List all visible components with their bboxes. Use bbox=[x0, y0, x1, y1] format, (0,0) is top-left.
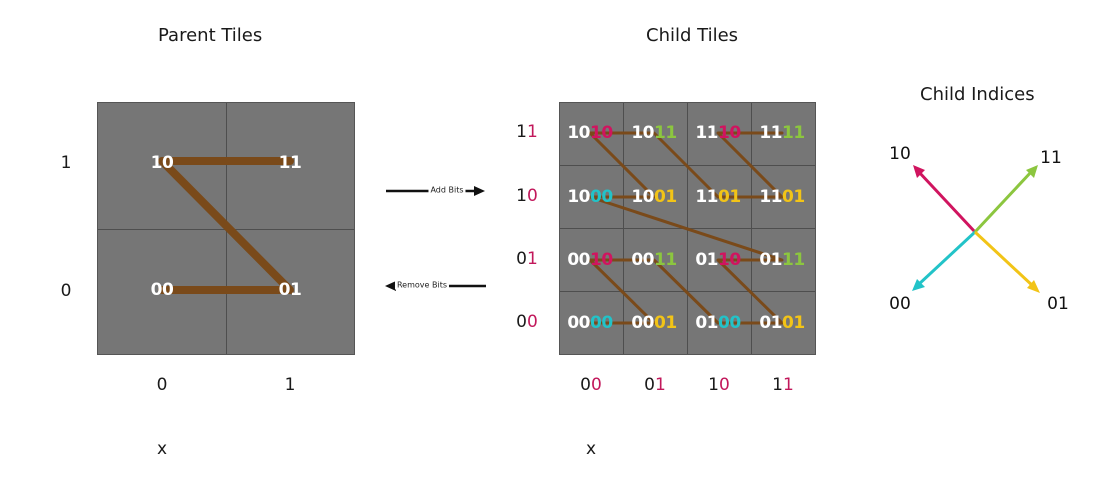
child-code-prefix: 11 bbox=[759, 123, 782, 143]
child-code-suffix: 11 bbox=[782, 250, 805, 270]
parent-code-00: 00 bbox=[150, 280, 174, 300]
child-code-r2-c0: 0010 bbox=[567, 250, 613, 270]
child-row-label-0: 11 bbox=[516, 122, 538, 142]
child-code-suffix: 00 bbox=[718, 313, 741, 333]
parent-row-label-1: 1 bbox=[60, 153, 72, 173]
child-code-r2-c3: 0111 bbox=[759, 250, 805, 270]
child-x-label: x bbox=[585, 439, 597, 459]
axis-label-first-bit: 0 bbox=[516, 312, 527, 332]
parent-tile-grid bbox=[97, 102, 355, 355]
child-code-suffix: 01 bbox=[718, 187, 741, 207]
axis-label-second-bit: 1 bbox=[783, 375, 794, 395]
parent-tiles-title: Parent Tiles bbox=[158, 25, 263, 46]
child-code-suffix: 11 bbox=[782, 123, 805, 143]
axis-label-first-bit: 1 bbox=[516, 122, 527, 142]
axis-label-second-bit: 1 bbox=[527, 249, 538, 269]
child-code-prefix: 10 bbox=[567, 187, 590, 207]
child-col-label-2: 10 bbox=[708, 375, 730, 395]
child-code-suffix: 10 bbox=[590, 250, 613, 270]
index-label-10: 10 bbox=[889, 144, 911, 164]
parent-row-label-0: 0 bbox=[60, 281, 72, 301]
axis-label-second-bit: 0 bbox=[527, 312, 538, 332]
child-code-prefix: 01 bbox=[759, 313, 782, 333]
child-code-prefix: 11 bbox=[695, 123, 718, 143]
child-code-r3-c2: 0100 bbox=[695, 313, 741, 333]
axis-label-first-bit: 1 bbox=[516, 186, 527, 206]
axis-label-first-bit: 0 bbox=[644, 375, 655, 395]
child-code-prefix: 10 bbox=[567, 123, 590, 143]
child-code-r0-c0: 1010 bbox=[567, 123, 613, 143]
child-row-label-3: 00 bbox=[516, 312, 538, 332]
remove-bits-label: Remove Bits bbox=[394, 280, 450, 290]
child-code-suffix: 01 bbox=[654, 187, 677, 207]
child-code-r0-c2: 1110 bbox=[695, 123, 741, 143]
parent-col-label-1: 1 bbox=[284, 375, 296, 395]
index-label-11: 11 bbox=[1040, 148, 1062, 168]
child-code-suffix: 11 bbox=[654, 123, 677, 143]
child-code-prefix: 00 bbox=[631, 250, 654, 270]
child-code-r3-c3: 0101 bbox=[759, 313, 805, 333]
child-code-prefix: 01 bbox=[759, 250, 782, 270]
parent-code-10: 10 bbox=[150, 153, 174, 173]
child-code-r3-c0: 0000 bbox=[567, 313, 613, 333]
child-code-r0-c1: 1011 bbox=[631, 123, 677, 143]
child-row-label-2: 01 bbox=[516, 249, 538, 269]
axis-label-second-bit: 0 bbox=[719, 375, 730, 395]
child-code-prefix: 00 bbox=[631, 313, 654, 333]
child-code-prefix: 01 bbox=[695, 313, 718, 333]
child-code-r1-c0: 1000 bbox=[567, 187, 613, 207]
child-code-prefix: 10 bbox=[631, 123, 654, 143]
axis-label-second-bit: 1 bbox=[527, 122, 538, 142]
index-label-01: 01 bbox=[1047, 294, 1069, 314]
child-code-suffix: 01 bbox=[782, 313, 805, 333]
child-code-prefix: 11 bbox=[759, 187, 782, 207]
child-code-prefix: 01 bbox=[695, 250, 718, 270]
parent-code-01: 01 bbox=[278, 280, 302, 300]
child-code-r1-c1: 1001 bbox=[631, 187, 677, 207]
child-code-prefix: 00 bbox=[567, 313, 590, 333]
child-code-r1-c2: 1101 bbox=[695, 187, 741, 207]
child-code-prefix: 00 bbox=[567, 250, 590, 270]
child-tiles-title: Child Tiles bbox=[646, 25, 739, 46]
axis-label-second-bit: 1 bbox=[655, 375, 666, 395]
axis-label-second-bit: 0 bbox=[591, 375, 602, 395]
child-col-label-1: 01 bbox=[644, 375, 666, 395]
child-code-prefix: 10 bbox=[631, 187, 654, 207]
child-code-r2-c1: 0011 bbox=[631, 250, 677, 270]
child-code-r1-c3: 1101 bbox=[759, 187, 805, 207]
child-col-label-0: 00 bbox=[580, 375, 602, 395]
axis-label-first-bit: 0 bbox=[580, 375, 591, 395]
child-indices-title: Child Indices bbox=[920, 84, 1035, 105]
child-code-suffix: 11 bbox=[654, 250, 677, 270]
child-row-label-1: 10 bbox=[516, 186, 538, 206]
child-code-suffix: 01 bbox=[782, 187, 805, 207]
child-code-suffix: 00 bbox=[590, 313, 613, 333]
child-code-suffix: 00 bbox=[590, 187, 613, 207]
axis-label-first-bit: 0 bbox=[516, 249, 527, 269]
parent-x-label: x bbox=[156, 439, 168, 459]
add-bits-label: Add Bits bbox=[428, 185, 466, 195]
axis-label-second-bit: 0 bbox=[527, 186, 538, 206]
child-code-r2-c2: 0110 bbox=[695, 250, 741, 270]
axis-label-first-bit: 1 bbox=[772, 375, 783, 395]
child-code-prefix: 11 bbox=[695, 187, 718, 207]
child-code-r0-c3: 1111 bbox=[759, 123, 805, 143]
child-code-r3-c1: 0001 bbox=[631, 313, 677, 333]
child-code-suffix: 10 bbox=[718, 250, 741, 270]
child-code-suffix: 10 bbox=[718, 123, 741, 143]
child-code-suffix: 01 bbox=[654, 313, 677, 333]
index-label-00: 00 bbox=[889, 294, 911, 314]
child-col-label-3: 11 bbox=[772, 375, 794, 395]
parent-code-11: 11 bbox=[278, 153, 302, 173]
child-code-suffix: 10 bbox=[590, 123, 613, 143]
parent-col-label-0: 0 bbox=[156, 375, 168, 395]
axis-label-first-bit: 1 bbox=[708, 375, 719, 395]
